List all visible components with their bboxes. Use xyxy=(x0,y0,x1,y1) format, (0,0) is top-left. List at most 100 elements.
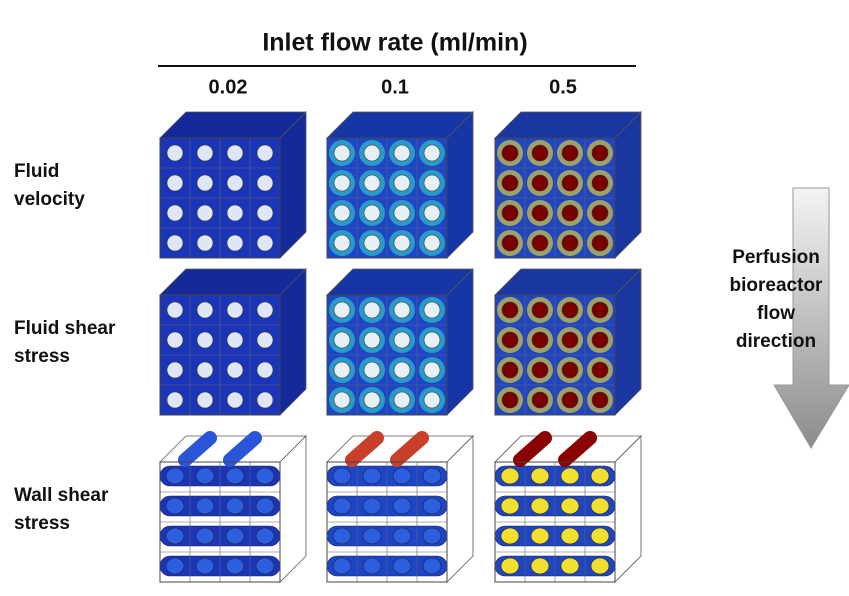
strut-end xyxy=(226,468,244,484)
strut-end xyxy=(423,468,441,484)
strut-end xyxy=(226,528,244,544)
pore xyxy=(167,175,183,191)
strut-end xyxy=(393,498,411,514)
cube xyxy=(160,269,306,415)
pore xyxy=(364,205,380,221)
pore xyxy=(257,235,273,251)
pore xyxy=(562,332,578,348)
pore xyxy=(394,145,410,161)
figure: Inlet flow rate (ml/min) 0.020.10.5Fluid… xyxy=(0,0,849,596)
strut-end xyxy=(166,498,184,514)
cube xyxy=(495,436,641,582)
pore xyxy=(592,205,608,221)
cube xyxy=(495,269,641,415)
pore xyxy=(532,145,548,161)
pore xyxy=(257,362,273,378)
pore xyxy=(502,175,518,191)
pore xyxy=(394,235,410,251)
pore xyxy=(257,145,273,161)
pore xyxy=(532,362,548,378)
cube xyxy=(495,112,641,258)
strut-end xyxy=(166,468,184,484)
arrow-label: bioreactor xyxy=(730,275,824,296)
pore xyxy=(532,205,548,221)
strut-end xyxy=(531,498,549,514)
pore xyxy=(364,362,380,378)
pore xyxy=(562,235,578,251)
pore xyxy=(394,302,410,318)
pore xyxy=(167,205,183,221)
pore xyxy=(334,235,350,251)
pore xyxy=(592,392,608,408)
cube xyxy=(160,112,306,258)
pore xyxy=(197,302,213,318)
cube-grid xyxy=(160,112,641,582)
strut-end xyxy=(256,498,274,514)
strut-end xyxy=(393,468,411,484)
strut-end xyxy=(256,468,274,484)
pore xyxy=(562,392,578,408)
row-label: stress xyxy=(14,346,70,367)
pore xyxy=(592,362,608,378)
strut-end xyxy=(196,468,214,484)
pore xyxy=(197,205,213,221)
column-header: 0.02 xyxy=(209,76,248,98)
strut-end xyxy=(531,558,549,574)
strut-end xyxy=(501,528,519,544)
pore xyxy=(364,302,380,318)
pore xyxy=(424,145,440,161)
strut-end xyxy=(501,468,519,484)
cube xyxy=(327,436,473,582)
pore xyxy=(197,362,213,378)
cube-side xyxy=(447,436,473,582)
pore xyxy=(424,362,440,378)
pore xyxy=(364,332,380,348)
strut-end xyxy=(256,558,274,574)
strut-end xyxy=(393,558,411,574)
pore xyxy=(167,362,183,378)
pore xyxy=(257,392,273,408)
pore xyxy=(334,175,350,191)
pore xyxy=(502,392,518,408)
strut-end xyxy=(333,528,351,544)
pore xyxy=(424,302,440,318)
pore xyxy=(227,145,243,161)
pore xyxy=(592,302,608,318)
pore xyxy=(502,332,518,348)
arrow-label: flow xyxy=(757,303,795,324)
strut-end xyxy=(531,468,549,484)
strut-end xyxy=(393,528,411,544)
pore xyxy=(394,205,410,221)
pore xyxy=(592,145,608,161)
pore xyxy=(257,175,273,191)
column-header: 0.5 xyxy=(549,76,577,98)
strut-end xyxy=(333,468,351,484)
strut-end xyxy=(333,558,351,574)
pore xyxy=(562,205,578,221)
cube xyxy=(160,436,306,582)
strut-end xyxy=(196,558,214,574)
pore xyxy=(257,332,273,348)
pore xyxy=(394,362,410,378)
cube-side xyxy=(447,112,473,258)
pore xyxy=(364,392,380,408)
pore xyxy=(394,392,410,408)
pore xyxy=(167,145,183,161)
pore xyxy=(197,145,213,161)
cube xyxy=(327,112,473,258)
pore xyxy=(197,235,213,251)
row-label: Fluid shear xyxy=(14,318,116,339)
pore xyxy=(227,332,243,348)
pore xyxy=(424,175,440,191)
strut-end xyxy=(363,558,381,574)
strut-end xyxy=(591,528,609,544)
pore xyxy=(364,235,380,251)
strut-end xyxy=(561,558,579,574)
strut-end xyxy=(363,498,381,514)
strut-end xyxy=(423,558,441,574)
strut-end xyxy=(166,528,184,544)
strut-end xyxy=(591,558,609,574)
pore xyxy=(532,235,548,251)
pore xyxy=(334,302,350,318)
strut-end xyxy=(501,498,519,514)
